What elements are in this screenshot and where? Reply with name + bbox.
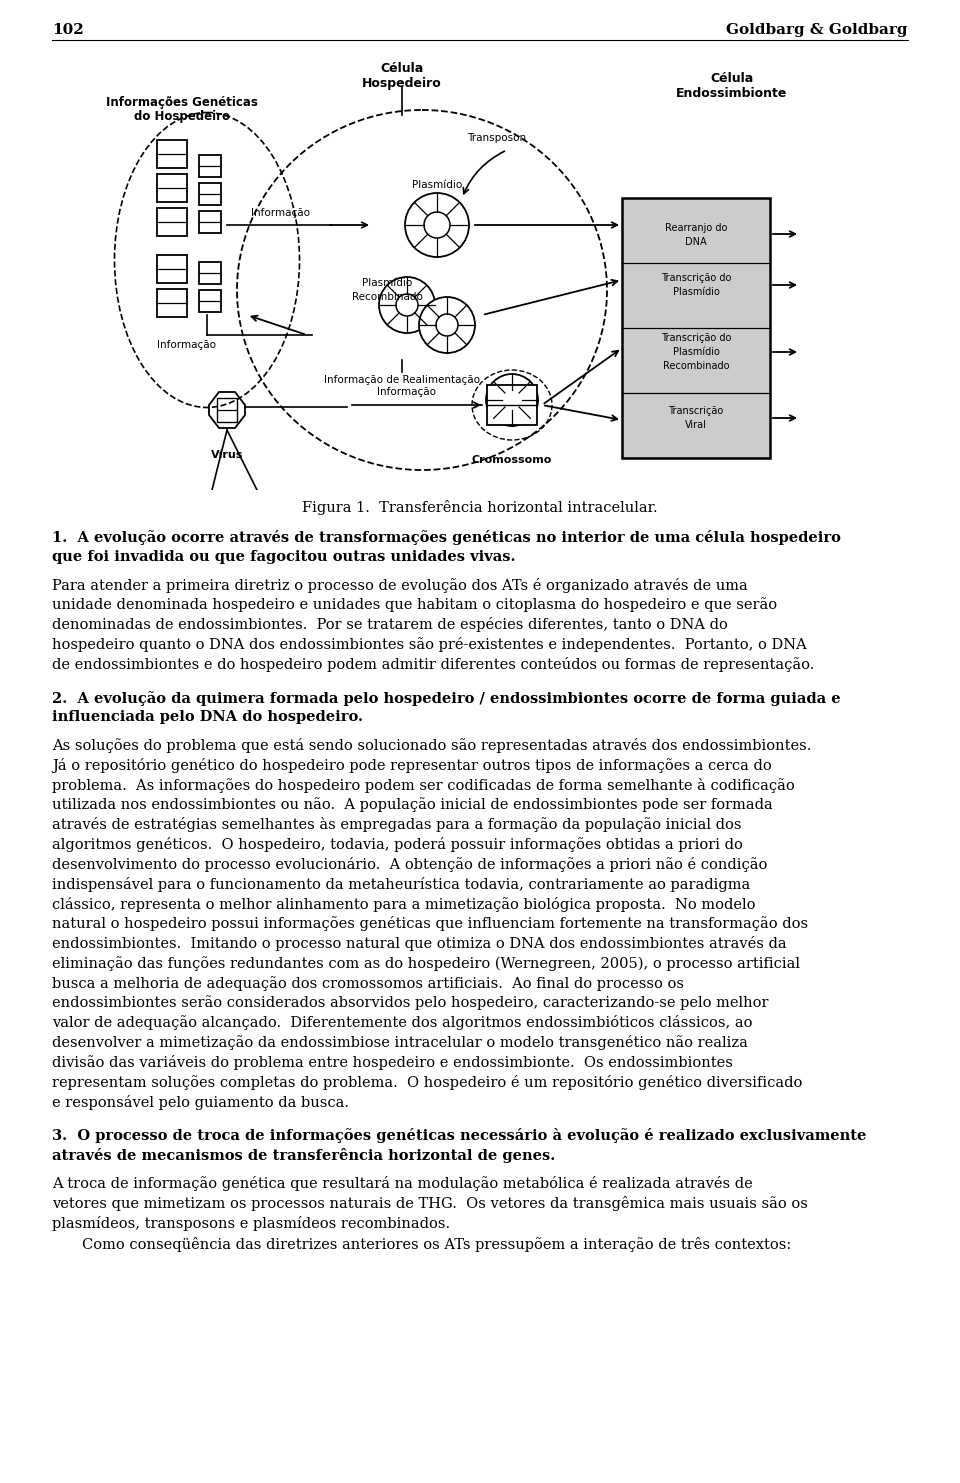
Text: Já o repositório genético do hospedeiro pode representar outros tipos de informa: Já o repositório genético do hospedeiro …: [52, 758, 772, 773]
Circle shape: [436, 314, 458, 337]
Text: 102: 102: [52, 24, 84, 37]
Bar: [157, 174, 187, 202]
Text: Transposon: Transposon: [468, 133, 527, 142]
Text: influenciada pelo DNA do hospedeiro.: influenciada pelo DNA do hospedeiro.: [52, 710, 363, 724]
Text: Transcrição: Transcrição: [668, 406, 724, 417]
Text: denominadas de endossimbiontes.  Por se tratarem de espécies diferentes, tanto o: denominadas de endossimbiontes. Por se t…: [52, 617, 728, 632]
Bar: [217, 397, 237, 423]
Text: de endossimbiontes e do hospedeiro podem admitir diferentes conteúdos ou formas : de endossimbiontes e do hospedeiro podem…: [52, 657, 814, 672]
Text: busca a melhoria de adequação dos cromossomos artificiais.  Ao final do processo: busca a melhoria de adequação dos cromos…: [52, 976, 684, 991]
Bar: [199, 291, 221, 311]
Circle shape: [396, 294, 418, 316]
Circle shape: [419, 297, 475, 353]
Text: Transcrição do: Transcrição do: [660, 334, 732, 343]
Bar: [487, 386, 537, 426]
Text: Rearranjo do: Rearranjo do: [665, 222, 727, 233]
Text: que foi invadida ou que fagocitou outras unidades vivas.: que foi invadida ou que fagocitou outras…: [52, 550, 516, 564]
Bar: [157, 289, 187, 317]
Text: através de estratégias semelhantes às empregadas para a formação da população in: através de estratégias semelhantes às em…: [52, 817, 741, 832]
Text: hospedeiro quanto o DNA dos endossimbiontes são pré-existentes e independentes. : hospedeiro quanto o DNA dos endossimbion…: [52, 638, 806, 653]
Text: 3.  O processo de troca de informações genéticas necessário à evolução é realiza: 3. O processo de troca de informações ge…: [52, 1129, 866, 1143]
Text: Transcrição do: Transcrição do: [660, 273, 732, 283]
Text: representam soluções completas do problema.  O hospedeiro é um repositório genét: representam soluções completas do proble…: [52, 1075, 803, 1090]
Text: Viral: Viral: [685, 420, 707, 430]
Text: endossimbiontes serão considerados absorvidos pelo hospedeiro, caracterizando-se: endossimbiontes serão considerados absor…: [52, 995, 769, 1010]
Text: Plasmídio: Plasmídio: [362, 277, 412, 288]
Text: utilizada nos endossimbiontes ou não.  A população inicial de endossimbiontes po: utilizada nos endossimbiontes ou não. A …: [52, 798, 773, 813]
Text: Informação de Realimentação: Informação de Realimentação: [324, 375, 480, 386]
Text: DNA: DNA: [685, 237, 707, 248]
Bar: [157, 139, 187, 168]
Circle shape: [502, 390, 522, 409]
Text: desenvolvimento do processo evolucionário.  A obtenção de informações a priori n: desenvolvimento do processo evolucionári…: [52, 857, 767, 872]
Circle shape: [424, 212, 450, 237]
Text: Plasmídio: Plasmídio: [673, 288, 719, 297]
Text: Para atender a primeira diretriz o processo de evolução dos ATs é organizado atr: Para atender a primeira diretriz o proce…: [52, 577, 748, 593]
Text: desenvolver a mimetização da endossimbiose intracelular o modelo transgenético n: desenvolver a mimetização da endossimbio…: [52, 1035, 748, 1050]
Bar: [199, 211, 221, 233]
Text: Plasmídio: Plasmídio: [673, 347, 719, 357]
Bar: [622, 199, 770, 458]
Text: natural o hospedeiro possui informações genéticas que influenciam fortemente na : natural o hospedeiro possui informações …: [52, 916, 808, 931]
Text: plasmídeos, transposons e plasmídeos recombinados.: plasmídeos, transposons e plasmídeos rec…: [52, 1216, 450, 1231]
Text: divisão das variáveis do problema entre hospedeiro e endossimbionte.  Os endossi: divisão das variáveis do problema entre …: [52, 1054, 732, 1071]
Text: Célula: Célula: [380, 61, 423, 74]
Text: Informação: Informação: [157, 340, 217, 350]
Text: algoritmos genéticos.  O hospedeiro, todavia, poderá possuir informações obtidas: algoritmos genéticos. O hospedeiro, toda…: [52, 838, 743, 853]
Text: eliminação das funções redundantes com as do hospedeiro (Wernegreen, 2005), o pr: eliminação das funções redundantes com a…: [52, 957, 800, 971]
Text: através de mecanismos de transferência horizontal de genes.: através de mecanismos de transferência h…: [52, 1148, 555, 1163]
Text: vetores que mimetizam os processos naturais de THG.  Os vetores da transgêmica m: vetores que mimetizam os processos natur…: [52, 1195, 808, 1210]
Text: As soluções do problema que está sendo solucionado são representadas através dos: As soluções do problema que está sendo s…: [52, 739, 811, 753]
Text: indispensável para o funcionamento da metaheurística todavia, contrariamente ao : indispensável para o funcionamento da me…: [52, 876, 751, 891]
Text: Célula: Célula: [710, 71, 754, 85]
Bar: [199, 182, 221, 205]
Text: Informações Genéticas: Informações Genéticas: [106, 95, 258, 108]
Text: 1.  A evolução ocorre através de transformações genéticas no interior de uma cél: 1. A evolução ocorre através de transfor…: [52, 529, 841, 544]
Text: 2.  A evolução da quimera formada pelo hospedeiro / endossimbiontes ocorre de fo: 2. A evolução da quimera formada pelo ho…: [52, 691, 841, 706]
Text: Plasmídio: Plasmídio: [412, 179, 462, 190]
Bar: [199, 156, 221, 176]
Text: Goldbarg & Goldbarg: Goldbarg & Goldbarg: [727, 24, 908, 37]
Text: Hospedeiro: Hospedeiro: [362, 77, 442, 89]
Text: Recombinado: Recombinado: [351, 292, 422, 303]
Circle shape: [379, 277, 435, 334]
Text: A troca de informação genética que resultará na modulação metabólica é realizada: A troca de informação genética que resul…: [52, 1176, 753, 1191]
Text: endossimbiontes.  Imitando o processo natural que otimiza o DNA dos endossimbion: endossimbiontes. Imitando o processo nat…: [52, 936, 786, 951]
Text: Figura 1.  Transferência horizontal intracelular.: Figura 1. Transferência horizontal intra…: [302, 500, 658, 515]
Bar: [157, 255, 187, 283]
Text: clássico, representa o melhor alinhamento para a mimetização biológica proposta.: clássico, representa o melhor alinhament…: [52, 897, 756, 912]
Text: unidade denominada hospedeiro e unidades que habitam o citoplasma do hospedeiro : unidade denominada hospedeiro e unidades…: [52, 598, 778, 612]
Circle shape: [405, 193, 469, 257]
Bar: [157, 208, 187, 236]
Bar: [199, 262, 221, 285]
Text: e responsável pelo guiamento da busca.: e responsável pelo guiamento da busca.: [52, 1094, 349, 1109]
Text: Informação: Informação: [251, 208, 309, 218]
Text: Informação: Informação: [377, 387, 437, 397]
Text: Recombinado: Recombinado: [662, 360, 730, 371]
Text: Cromossomo: Cromossomo: [471, 455, 552, 466]
Text: do Hospedeiro: do Hospedeiro: [134, 110, 230, 123]
Text: Como conseqüência das diretrizes anteriores os ATs pressupõem a interação de trê: Como conseqüência das diretrizes anterio…: [82, 1237, 791, 1253]
Text: problema.  As informações do hospedeiro podem ser codificadas de forma semelhant: problema. As informações do hospedeiro p…: [52, 777, 795, 793]
Text: Vírus: Vírus: [211, 449, 243, 460]
Circle shape: [486, 374, 538, 426]
Text: Endossimbionte: Endossimbionte: [676, 86, 788, 99]
Text: valor de adequação alcançado.  Diferentemente dos algoritmos endossimbióticos cl: valor de adequação alcançado. Diferentem…: [52, 1016, 753, 1031]
